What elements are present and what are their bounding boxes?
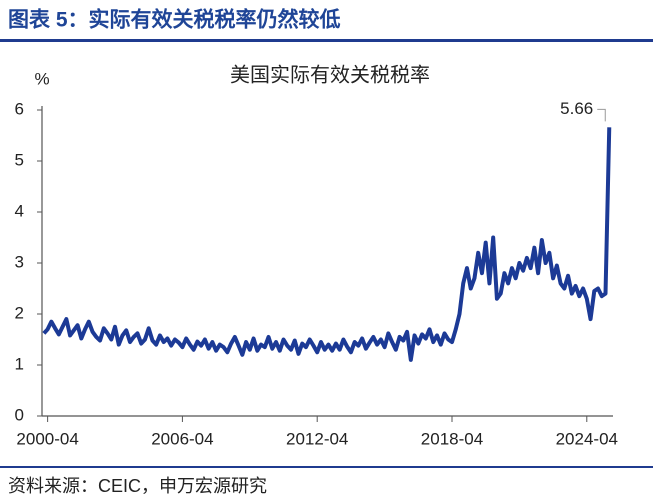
y-axis-label: % <box>34 69 49 88</box>
chart-title: 美国实际有效关税税率 <box>230 63 430 86</box>
x-tick-label: 2018-04 <box>421 429 483 448</box>
header-title: 图表 5：实际有效关税税率仍然较低 <box>8 8 341 32</box>
callout-leader <box>597 108 606 122</box>
y-tick-label: 1 <box>15 354 24 373</box>
x-tick-label: 2024-04 <box>556 429 618 448</box>
source: 资料来源：CEIC，申万宏源研究 <box>8 476 267 496</box>
data-line <box>42 127 612 362</box>
y-tick-label: 5 <box>15 150 24 169</box>
x-tick-label: 2006-04 <box>151 429 213 448</box>
y-tick-label: 2 <box>15 303 24 322</box>
x-tick-label: 2012-04 <box>286 429 348 448</box>
footer-rule <box>0 466 653 468</box>
y-tick-label: 6 <box>15 99 24 118</box>
y-tick-label: 4 <box>15 201 24 220</box>
y-tick-label: 0 <box>15 405 24 424</box>
y-tick-label: 3 <box>15 252 24 271</box>
header-rule <box>0 39 653 42</box>
data-label: 5.66 <box>560 99 593 118</box>
x-tick-label: 2000-04 <box>16 429 78 448</box>
